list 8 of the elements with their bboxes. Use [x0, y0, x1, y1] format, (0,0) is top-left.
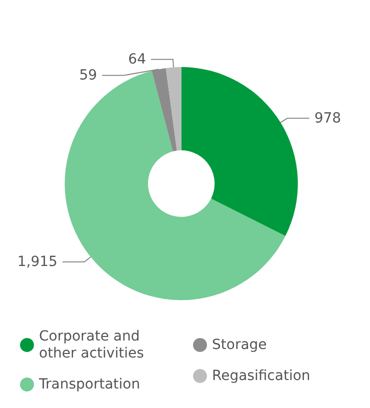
legend-label: Storage	[212, 337, 267, 353]
data-label: 978	[314, 110, 342, 126]
legend-label: Corporate and other activities	[39, 328, 144, 362]
data-label: 59	[79, 67, 98, 84]
data-label: 64	[128, 51, 146, 68]
data-label: 1,915	[17, 254, 58, 270]
legend-label: Regasification	[212, 368, 310, 384]
legend-label: Transportation	[38, 376, 140, 392]
